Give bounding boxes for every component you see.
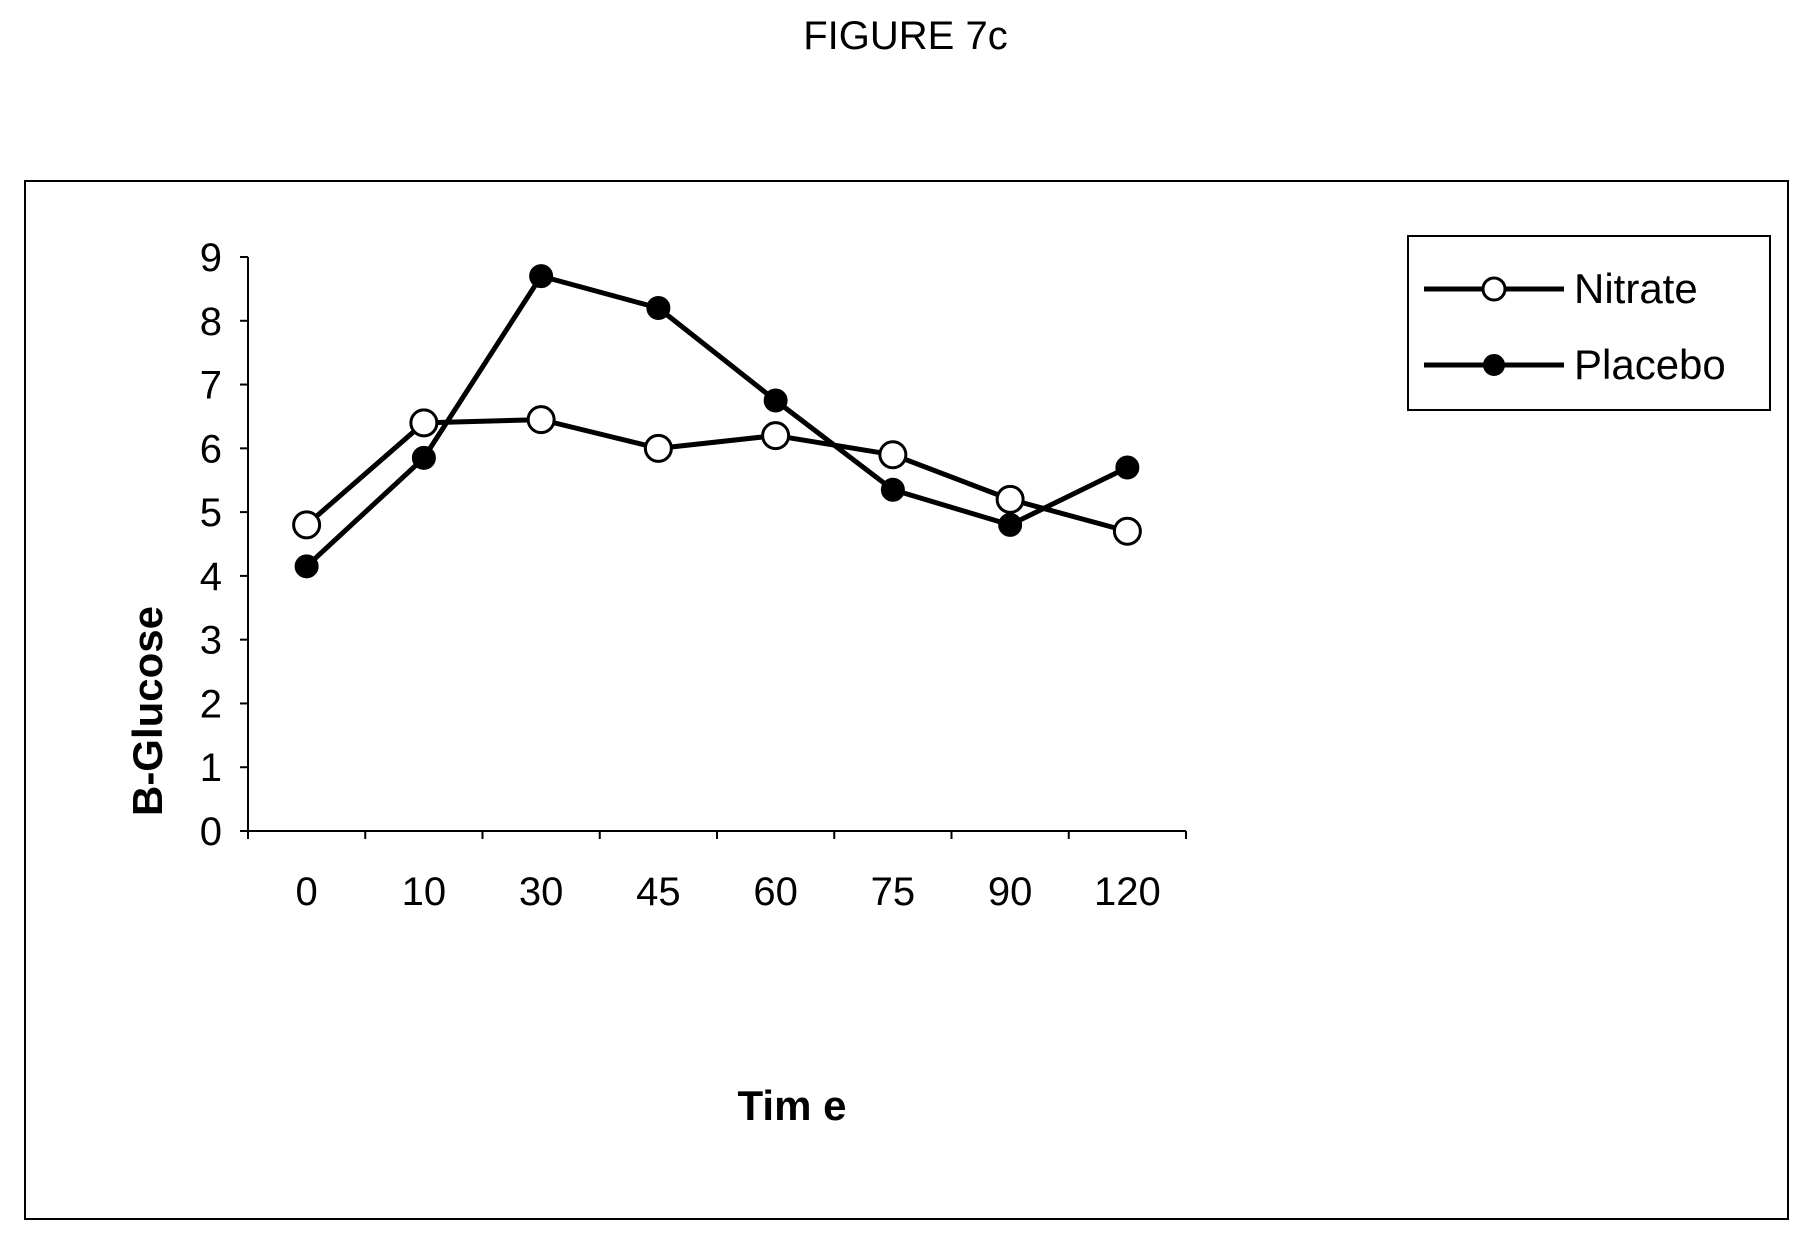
nitrate-series-line [304,417,1129,534]
figure-title: FIGURE 7c [803,14,1008,58]
legend-box [1407,235,1771,411]
nitrate-point [526,405,556,435]
y-tick-label: 1 [200,746,222,790]
nitrate-point [995,484,1025,514]
nitrate-point [409,408,439,438]
x-tick-label: 60 [753,870,798,914]
placebo-series-line [304,273,1129,569]
y-tick-label: 3 [200,619,222,663]
y-tick-label: 6 [200,427,222,471]
y-tick-label: 4 [200,555,222,599]
x-tick-label: 30 [519,870,564,914]
x-tick-label: 75 [871,870,916,914]
y-tick-label: 5 [200,491,222,535]
placebo-point [998,512,1023,537]
x-tick-label: 90 [988,870,1033,914]
y-axis-title: B-Glucose [124,606,171,816]
x-axis-title: Tim e [738,1082,847,1129]
legend-placebo-marker [1483,354,1505,376]
series-layer [292,264,1142,579]
nitrate-point [292,510,322,540]
x-tick-label: 10 [402,870,447,914]
placebo-point [1115,455,1140,480]
nitrate-point [878,440,908,470]
placebo-point [646,296,671,321]
x-tick-label: 45 [636,870,681,914]
x-tick-label: 120 [1094,870,1161,914]
placebo-point [294,554,319,579]
placebo-point [529,264,554,289]
legend-nitrate-marker [1481,276,1507,302]
y-tick-label: 0 [200,810,222,854]
legend-nitrate-label: Nitrate [1574,265,1698,312]
legend: Nitrate Placebo [1407,235,1771,411]
y-tick-label: 8 [200,300,222,344]
y-tick-label: 7 [200,364,222,408]
y-tick-label: 9 [200,236,222,280]
x-tick-label: 0 [296,870,318,914]
chart-frame: 0 1 2 3 4 5 6 7 8 9 0 10 30 45 60 75 90 120 B-Glucose Tim… [24,180,1789,1220]
y-tick-label: 2 [200,682,222,726]
placebo-point [880,477,905,502]
nitrate-point [643,433,673,463]
placebo-point [411,445,436,470]
nitrate-point [761,421,791,451]
placebo-point [763,388,788,413]
nitrate-point [1112,516,1142,546]
legend-placebo-label: Placebo [1574,341,1726,388]
